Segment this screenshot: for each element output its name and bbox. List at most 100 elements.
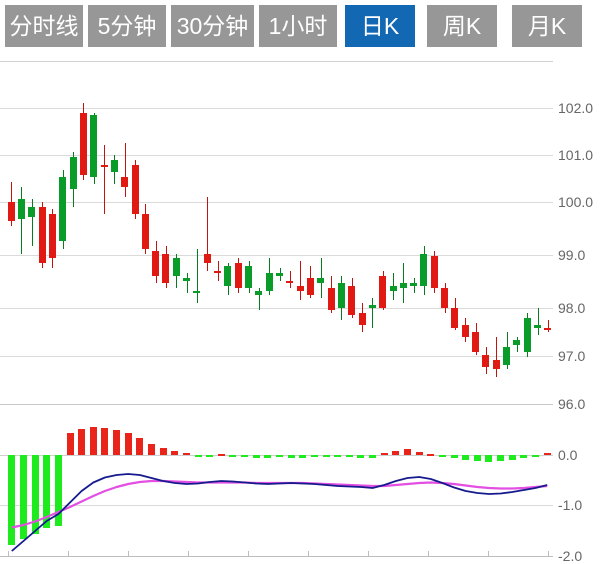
price-gridline: [0, 356, 553, 357]
candle-body: [193, 290, 200, 293]
price-gridline: [0, 404, 553, 405]
macd-bar: [474, 455, 481, 461]
candle-wick: [187, 273, 188, 293]
macd-bar: [369, 455, 376, 458]
macd-bar: [416, 451, 423, 455]
macd-bar: [520, 455, 527, 458]
candle-wick: [207, 196, 208, 271]
macd-bar: [288, 455, 295, 458]
candle-wick: [104, 145, 105, 215]
macd-bar: [276, 455, 283, 457]
candle-wick: [372, 297, 373, 328]
candle-body: [286, 280, 293, 284]
macd-bar: [323, 455, 330, 457]
x-axis-tick: [368, 551, 369, 556]
candle-body: [224, 265, 231, 286]
macd-bar: [264, 455, 271, 458]
candle-wick: [517, 337, 518, 353]
candle-wick: [290, 270, 291, 289]
candle-body: [276, 273, 283, 276]
candle-body: [59, 177, 66, 242]
candle-body: [132, 164, 139, 215]
price-axis-label: 96.0: [558, 396, 586, 412]
macd-bar: [43, 455, 50, 528]
candle-body: [513, 339, 520, 345]
macd-bar: [544, 453, 551, 455]
macd-bar: [148, 444, 155, 455]
candle-wick: [259, 288, 260, 311]
candle-body: [142, 214, 149, 249]
price-gridline: [0, 155, 553, 156]
price-axis-label: 98.0: [558, 300, 586, 316]
candle-body: [214, 270, 221, 274]
candle-wick: [538, 307, 539, 335]
macd-bar: [136, 438, 143, 455]
candle-body: [462, 325, 469, 338]
macd-bar: [125, 432, 132, 455]
candle-body: [70, 157, 77, 190]
macd-bar: [497, 455, 504, 461]
macd-bar: [532, 455, 539, 457]
candle-body: [420, 253, 427, 286]
candle-body: [111, 159, 118, 173]
x-axis-tick: [128, 551, 129, 556]
tab-daily-k[interactable]: 日K: [345, 5, 415, 47]
macd-bar: [392, 450, 399, 455]
candle-wick: [125, 142, 126, 197]
tab-30min[interactable]: 30分钟: [171, 5, 254, 47]
candle-body: [544, 327, 551, 330]
candle-body: [534, 325, 541, 328]
tab-timeline[interactable]: 分时线: [5, 5, 83, 47]
tab-1hour[interactable]: 1小时: [259, 5, 337, 47]
macd-bar: [113, 430, 120, 455]
candle-body: [503, 347, 510, 365]
candle-body: [482, 354, 489, 367]
x-axis-tick: [8, 551, 9, 556]
candle-body: [493, 359, 500, 370]
macd-bar: [485, 455, 492, 462]
candle-body: [338, 283, 345, 308]
candle-body: [80, 112, 87, 175]
macd-bar: [462, 455, 469, 460]
candle-body: [307, 278, 314, 296]
candle-body: [410, 283, 417, 286]
macd-bar: [101, 427, 108, 455]
macd-bar: [334, 455, 341, 457]
candle-wick: [548, 320, 549, 333]
macd-bar: [439, 455, 446, 457]
candle-body: [431, 256, 438, 289]
macd-axis-label: 0.0: [558, 447, 578, 463]
tab-5min[interactable]: 5分钟: [88, 5, 166, 47]
candle-wick: [218, 260, 219, 281]
macd-bar: [427, 453, 434, 456]
price-gridline: [0, 108, 553, 109]
macd-bar: [8, 455, 15, 545]
candle-wick: [32, 199, 33, 247]
macd-bar: [195, 455, 202, 457]
macd-bar: [253, 455, 260, 458]
candle-wick: [300, 260, 301, 301]
price-gridline: [0, 255, 553, 256]
candle-body: [162, 253, 169, 284]
price-axis-label: 99.0: [558, 247, 586, 263]
macd-gridline: [0, 505, 553, 506]
period-tab-bar: 分时线 5分钟 30分钟 1小时 日K 周K 月K: [0, 0, 604, 56]
plot-top-border: [0, 61, 553, 62]
candle-body: [359, 312, 366, 326]
x-axis-tick: [68, 551, 69, 556]
candle-body: [472, 332, 479, 353]
price-axis-label: 101.0: [558, 147, 594, 163]
x-axis-tick: [548, 551, 549, 556]
tab-weekly-k[interactable]: 周K: [427, 5, 497, 47]
macd-bar: [357, 455, 364, 458]
macd-bar: [20, 455, 27, 539]
price-axis-label: 102.0: [558, 100, 594, 116]
macd-axis-label: -1.0: [558, 497, 583, 513]
x-axis-tick: [248, 551, 249, 556]
candle-body: [101, 164, 108, 168]
candle-wick: [197, 248, 198, 303]
tab-monthly-k[interactable]: 月K: [512, 5, 582, 47]
x-axis-line: [0, 556, 553, 557]
candle-body: [235, 263, 242, 289]
price-axis-label: 100.0: [558, 194, 594, 210]
